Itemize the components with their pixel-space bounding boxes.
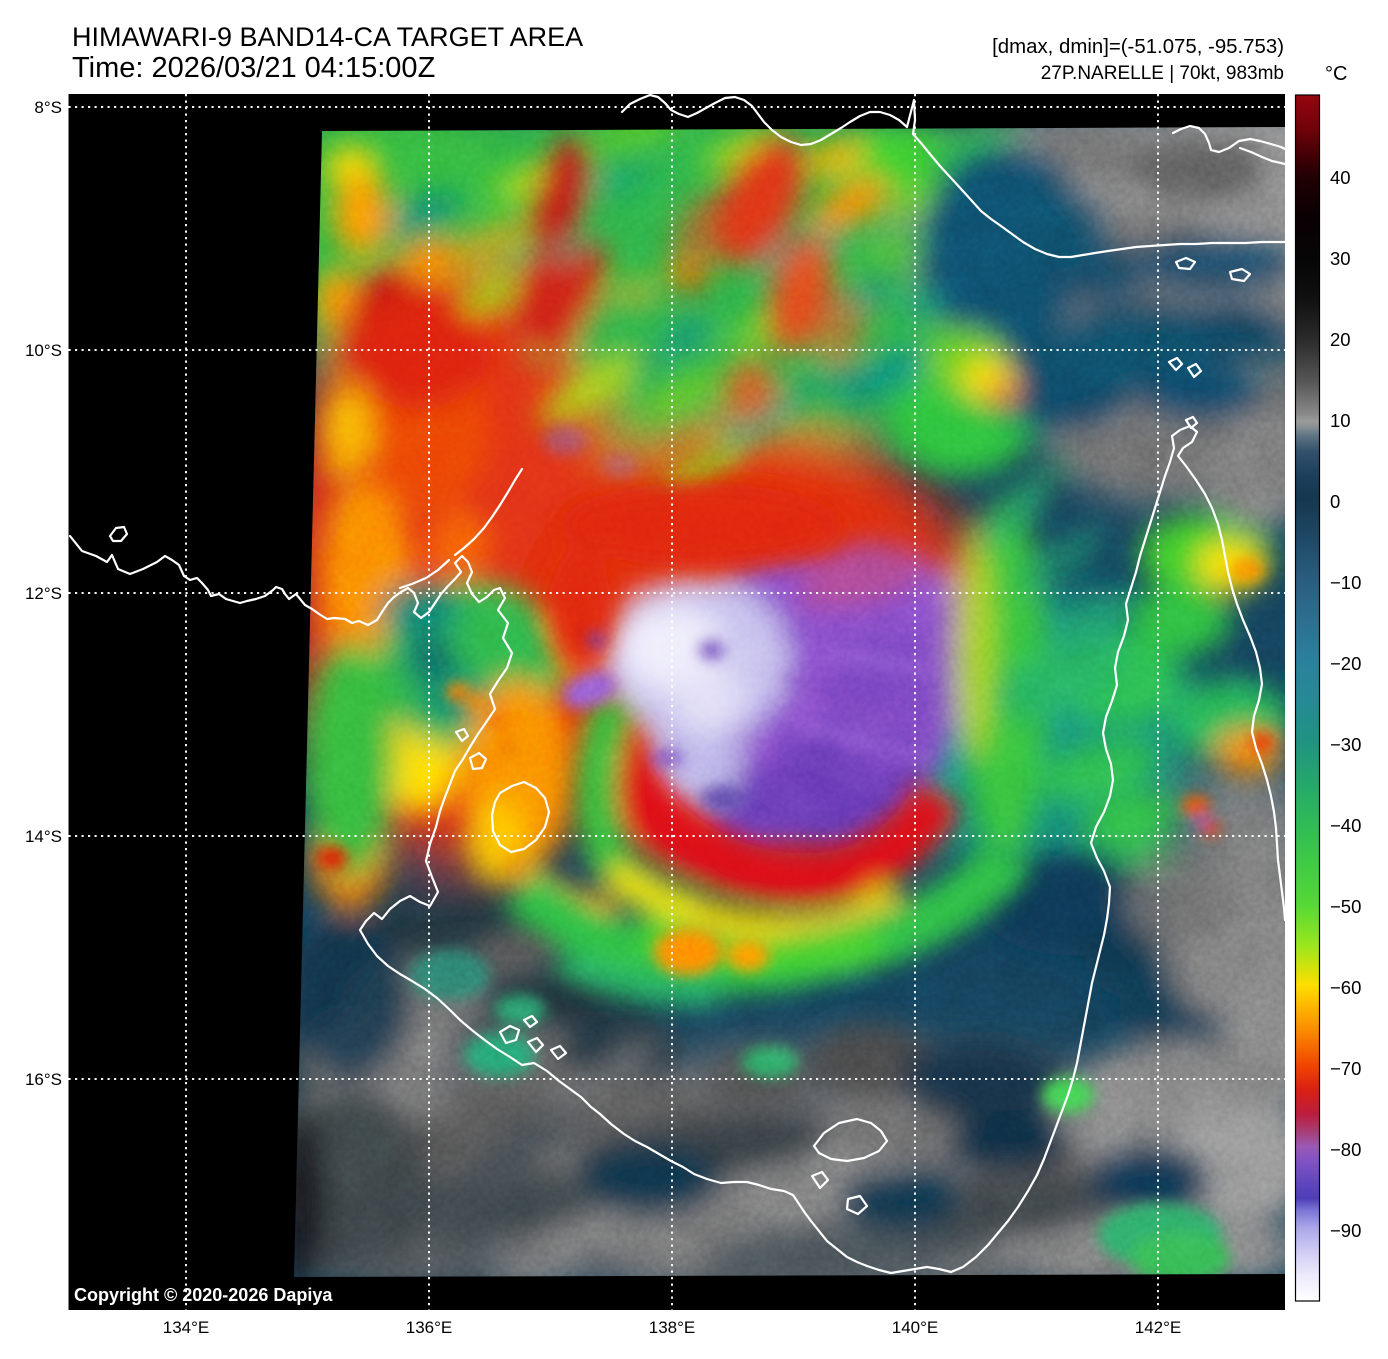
svg-text:HIMAWARI-9 BAND14-CA TARGET AR: HIMAWARI-9 BAND14-CA TARGET AREA <box>72 22 583 52</box>
svg-text:10°S: 10°S <box>25 341 62 360</box>
svg-text:12°S: 12°S <box>25 584 62 603</box>
svg-text:27P.NARELLE | 70kt, 983mb: 27P.NARELLE | 70kt, 983mb <box>1041 63 1284 84</box>
svg-text:30: 30 <box>1330 248 1351 269</box>
svg-text:14°S: 14°S <box>25 827 62 846</box>
svg-text:0: 0 <box>1330 491 1340 512</box>
svg-text:°C: °C <box>1325 63 1347 85</box>
svg-text:138°E: 138°E <box>649 1318 696 1337</box>
svg-text:−50: −50 <box>1330 896 1361 917</box>
svg-text:140°E: 140°E <box>892 1318 939 1337</box>
svg-text:−10: −10 <box>1330 572 1361 593</box>
svg-text:20: 20 <box>1330 329 1351 350</box>
svg-text:136°E: 136°E <box>406 1318 453 1337</box>
svg-text:10: 10 <box>1330 410 1351 431</box>
svg-text:[dmax, dmin]=(-51.075, -95.753: [dmax, dmin]=(-51.075, -95.753) <box>992 36 1284 58</box>
svg-text:−20: −20 <box>1330 653 1361 674</box>
svg-text:−60: −60 <box>1330 977 1361 998</box>
svg-text:−90: −90 <box>1330 1220 1361 1241</box>
svg-text:Time: 2026/03/21 04:15:00Z: Time: 2026/03/21 04:15:00Z <box>72 52 435 84</box>
svg-text:−40: −40 <box>1330 815 1361 836</box>
svg-text:40: 40 <box>1330 167 1351 188</box>
svg-text:142°E: 142°E <box>1135 1318 1182 1337</box>
svg-text:16°S: 16°S <box>25 1070 62 1089</box>
svg-text:−80: −80 <box>1330 1139 1361 1160</box>
svg-text:134°E: 134°E <box>163 1318 210 1337</box>
svg-text:−30: −30 <box>1330 734 1361 755</box>
svg-text:Copyright © 2020-2026 Dapiya: Copyright © 2020-2026 Dapiya <box>74 1285 333 1305</box>
svg-text:−70: −70 <box>1330 1058 1361 1079</box>
svg-text:8°S: 8°S <box>34 98 62 117</box>
